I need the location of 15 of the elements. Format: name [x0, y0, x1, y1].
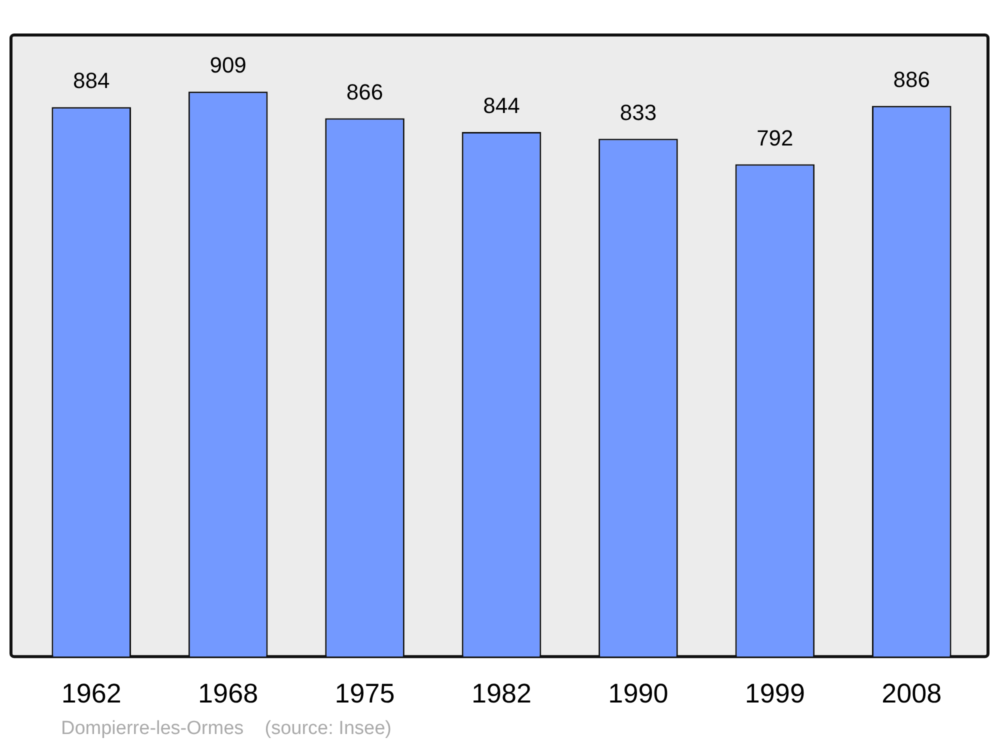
text: Dompierre-les-Ormes (source: Insee): [61, 718, 392, 740]
x-tick-label: 2008: [882, 678, 942, 708]
x-tick-label: 1962: [61, 678, 122, 708]
data-label: 886: [893, 66, 930, 92]
data-label: 884: [73, 68, 110, 94]
data-label: 844: [483, 93, 520, 118]
x-tick-label: 1982: [471, 678, 532, 708]
data-label: 792: [756, 125, 794, 150]
x-tick-label: 1990: [608, 678, 668, 708]
x-tick-label: 1968: [198, 678, 258, 708]
data-label: 866: [346, 79, 384, 104]
data-label: 833: [620, 100, 657, 125]
data-label: 909: [210, 52, 246, 78]
x-tick-label: 1975: [334, 678, 395, 708]
x-tick-label: 1999: [744, 678, 805, 708]
